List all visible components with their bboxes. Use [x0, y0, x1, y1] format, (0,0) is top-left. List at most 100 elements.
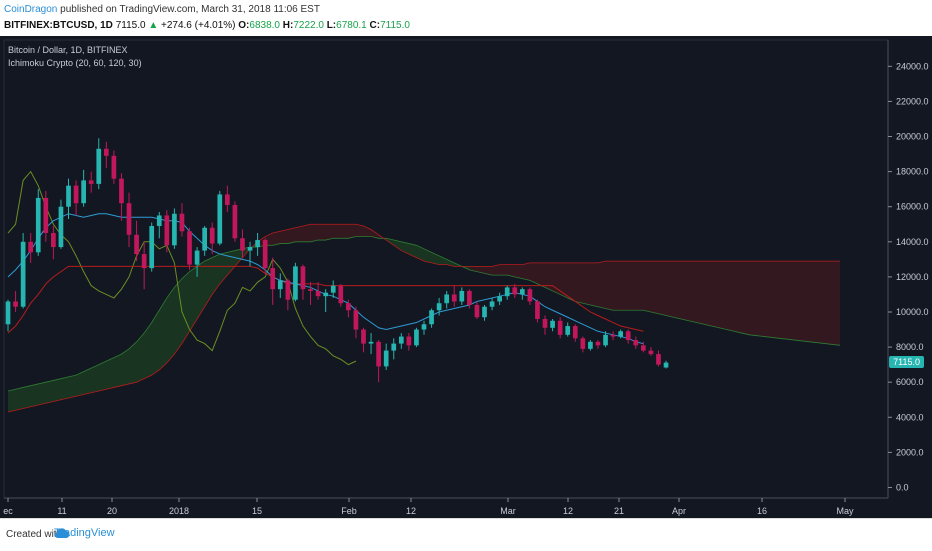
candle-body	[262, 240, 268, 269]
candle-body	[633, 340, 639, 346]
candle-body	[194, 250, 200, 265]
candle-body	[504, 287, 510, 297]
price-tick-label: 16000.0	[896, 202, 929, 212]
candle-body	[625, 331, 631, 341]
footer: Created with TradingView	[0, 518, 932, 551]
candle-body	[293, 266, 298, 300]
legend-indicator[interactable]: Ichimoku Crypto (20, 60, 120, 30)	[8, 58, 142, 68]
price-tick-label: 10000.0	[896, 307, 929, 317]
time-tick-label: 2018	[169, 506, 189, 516]
candle-body	[368, 341, 374, 344]
candle-body	[323, 292, 329, 297]
author-link[interactable]: CoinDragon	[4, 4, 58, 15]
price-tick-label: 24000.0	[896, 61, 929, 71]
candle-body	[81, 180, 86, 204]
candle-body	[429, 310, 434, 325]
last-price: 7115.0	[115, 20, 146, 31]
candle-body	[512, 287, 518, 295]
created-with-label: Created with	[6, 529, 63, 540]
candle-body	[134, 234, 139, 255]
candle-body	[497, 296, 502, 302]
candle-body	[28, 241, 34, 253]
candle-body	[88, 180, 94, 184]
tradingview-brand[interactable]: TradingView	[54, 527, 115, 539]
candle-body	[580, 338, 586, 349]
low-label: L:	[326, 20, 337, 31]
candle-body	[43, 197, 49, 234]
candle-body	[376, 341, 381, 367]
candle-body	[209, 227, 215, 244]
price-chart[interactable]: 24000.0 22000.0 20000.0 18000.0 16000.0 14000…	[0, 36, 932, 518]
candle-body	[300, 266, 306, 290]
price-tick-label: 18000.0	[896, 167, 929, 177]
candle-body	[406, 336, 412, 346]
ichimoku-cloud	[386, 238, 470, 270]
candle-body	[391, 343, 397, 351]
chart-area[interactable]: 24000.0 22000.0 20000.0 18000.0 16000.0 14000…	[0, 36, 932, 518]
candle-body	[572, 326, 578, 339]
candle-body	[119, 178, 124, 204]
candle-body	[467, 290, 472, 305]
candle-body	[603, 334, 608, 346]
time-tick-label: Apr	[672, 506, 686, 516]
candle-body	[444, 294, 450, 304]
candle-body	[179, 213, 185, 232]
time-tick-label: ec	[3, 506, 13, 516]
candle-body	[172, 213, 177, 246]
candle-body	[5, 301, 11, 325]
candle-body	[103, 148, 109, 156]
close-label: C:	[369, 20, 381, 31]
up-arrow-icon: ▲	[148, 20, 159, 31]
candle-body	[96, 148, 102, 184]
time-tick-label: May	[836, 506, 854, 516]
symbol-label: BITFINEX:BTCUSD, 1D	[4, 20, 113, 31]
candle-body	[35, 197, 41, 253]
candle-body	[353, 310, 359, 330]
senkou-span-b-line	[7, 223, 840, 413]
price-tick-label: 20000.0	[896, 132, 929, 142]
time-tick-label: 16	[757, 506, 767, 516]
low-value: 6780.1	[336, 20, 367, 31]
kijun-sen-line	[7, 265, 644, 334]
candle-body	[217, 194, 223, 244]
last-price-tag: 7115.0	[889, 356, 924, 368]
candle-body	[270, 268, 276, 290]
price-tick-label: 8000.0	[896, 342, 924, 352]
price-tick-label: 0.0	[896, 482, 909, 492]
candle-body	[315, 290, 321, 297]
chikou-span-line	[7, 170, 357, 366]
candle-body	[247, 247, 253, 251]
candle-body	[383, 350, 389, 367]
candle-body	[535, 301, 540, 320]
candle-body	[398, 336, 404, 344]
open-label: O:	[238, 20, 250, 31]
candle-body	[648, 350, 654, 355]
candle-body	[663, 362, 669, 368]
legend-title: Bitcoin / Dollar, 1D, BITFINEX	[8, 45, 128, 55]
publish-info: published on TradingView.com, March 31, …	[60, 4, 320, 15]
price-tick-label: 22000.0	[896, 96, 929, 106]
ichimoku-cloud	[8, 241, 258, 413]
candle-body	[308, 289, 313, 291]
price-tick-label: 2000.0	[896, 447, 924, 457]
candle-body	[232, 204, 238, 239]
candle-body	[421, 324, 427, 330]
candle-body	[13, 301, 18, 307]
time-tick-label: Feb	[341, 506, 357, 516]
time-tick-label: 21	[614, 506, 624, 516]
high-value: 7222.0	[293, 20, 324, 31]
candle-body	[20, 241, 26, 307]
candle-body	[149, 226, 155, 269]
candle-body	[610, 334, 616, 337]
candle-body	[656, 354, 661, 365]
candle-body	[557, 320, 563, 335]
cloud-logo-icon	[54, 528, 70, 539]
time-tick-label: 11	[57, 506, 66, 516]
candle-body	[225, 194, 230, 205]
candle-body	[436, 303, 442, 311]
candle-body	[459, 290, 465, 302]
open-value: 6838.0	[249, 20, 280, 31]
candle-body	[141, 254, 147, 269]
candle-body	[240, 238, 245, 251]
candle-body	[66, 185, 71, 207]
